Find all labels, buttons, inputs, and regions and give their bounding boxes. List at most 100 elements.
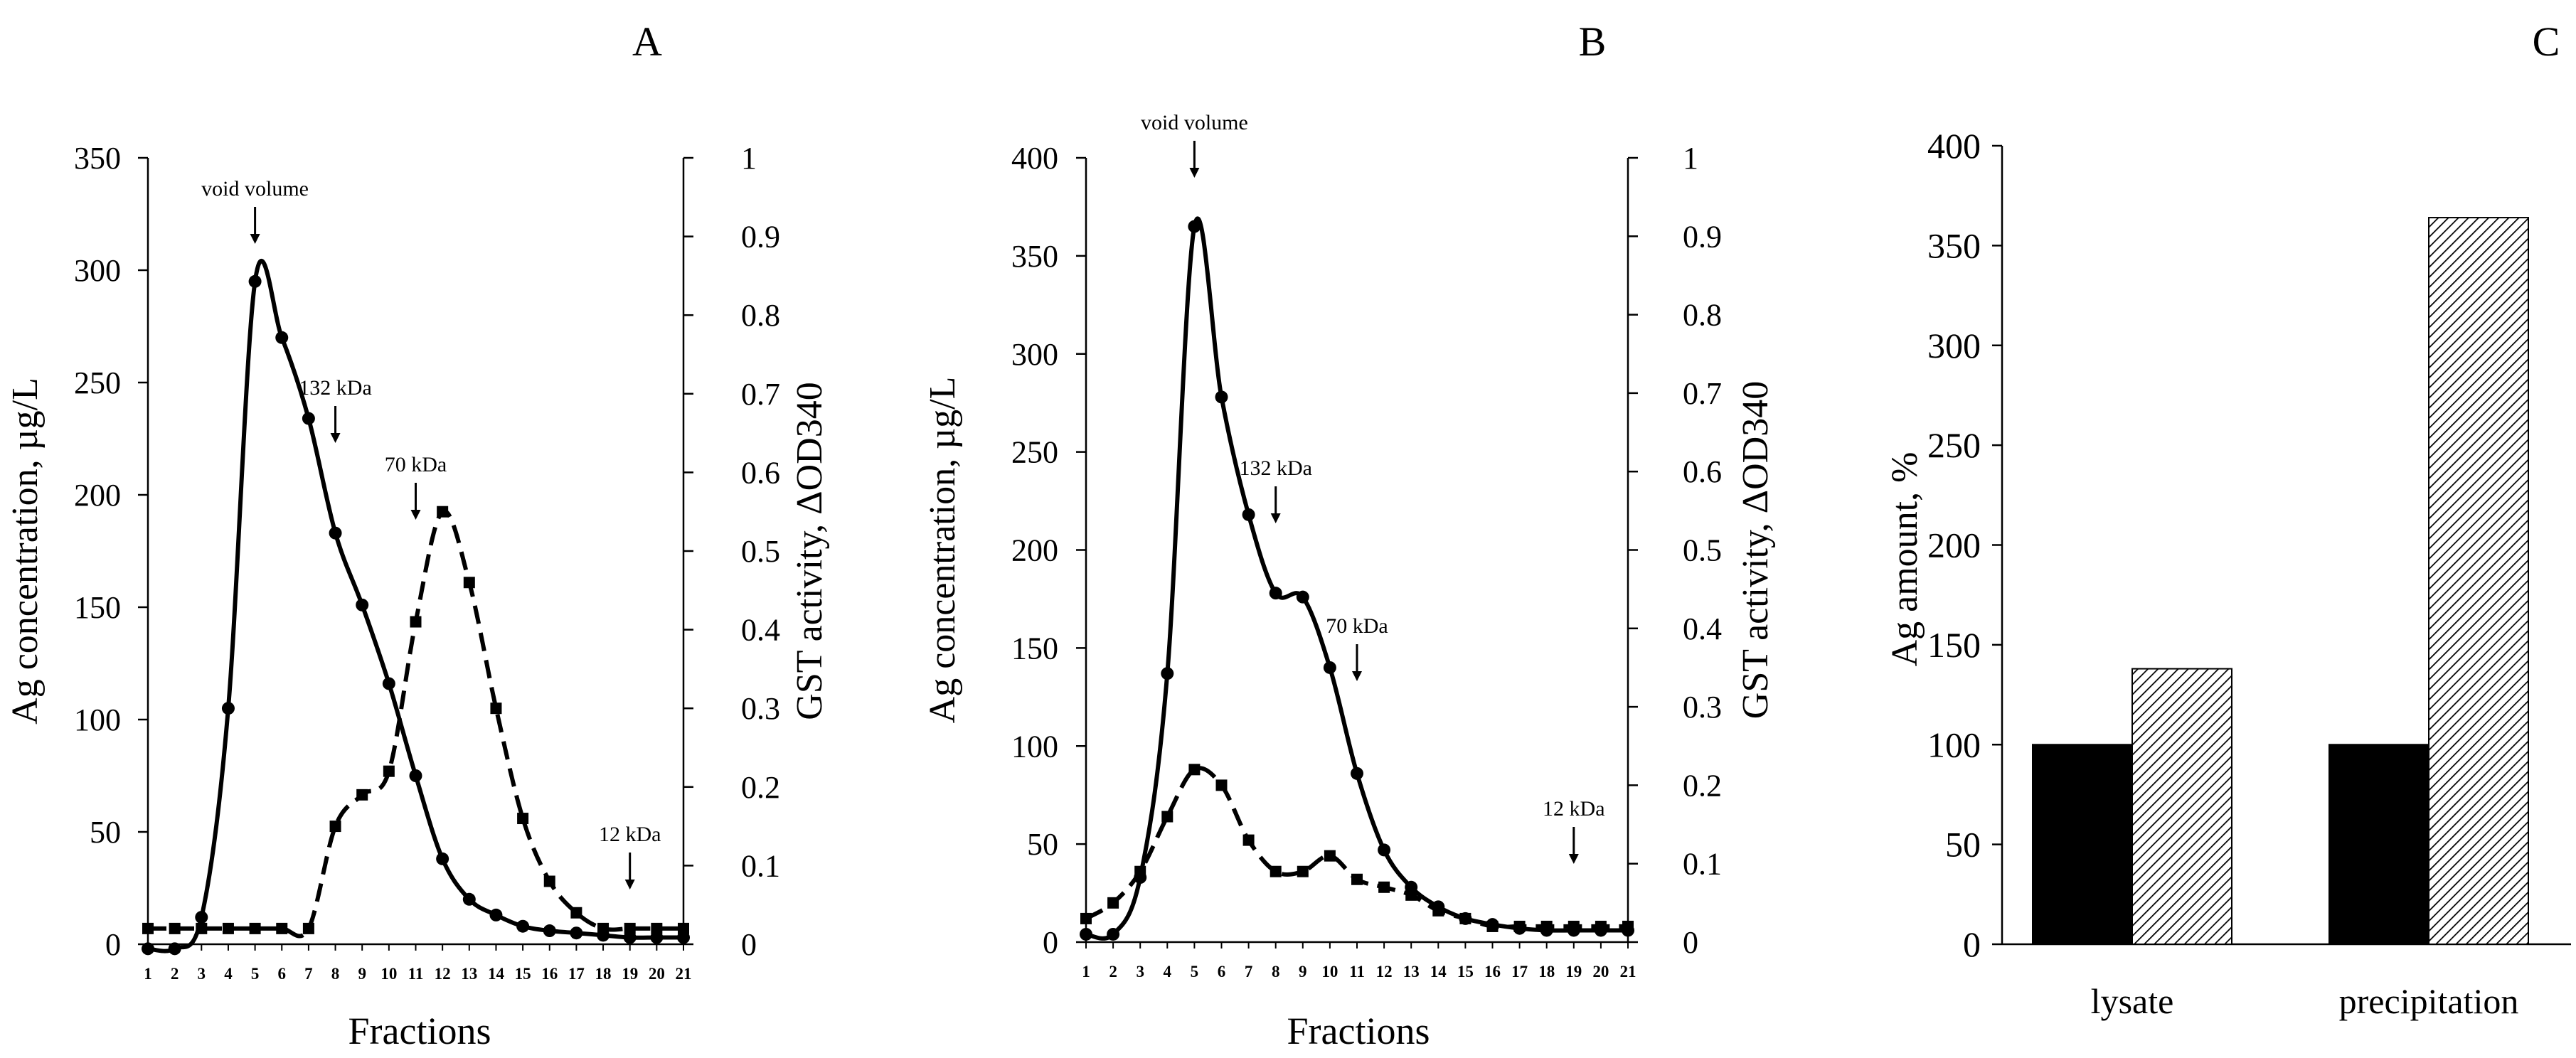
- x-tick-label: 3: [1136, 963, 1144, 980]
- x-axis-label: Fractions: [1287, 1010, 1430, 1052]
- x-tick-label: 11: [1349, 963, 1365, 980]
- data-point-circle: [1323, 661, 1336, 674]
- y-tick-label-right: 1: [741, 141, 757, 176]
- data-point-square: [356, 789, 368, 801]
- bar-lysate-control: [2032, 744, 2133, 945]
- data-point-circle: [650, 931, 664, 944]
- data-point-circle: [489, 908, 503, 921]
- data-point-square: [570, 907, 582, 919]
- data-point-square: [329, 821, 341, 833]
- data-point-circle: [275, 331, 289, 344]
- data-point-circle: [1188, 220, 1201, 233]
- y-tick-label-right: 0.7: [741, 377, 780, 412]
- x-tick-label: 12: [1376, 963, 1393, 980]
- x-tick-label: 2: [1109, 963, 1117, 980]
- data-point-square: [142, 922, 154, 934]
- data-point-square: [1513, 920, 1526, 932]
- data-point-square: [543, 875, 555, 887]
- series-line-ag-concentration: [147, 258, 683, 953]
- x-tick-label: 5: [1191, 963, 1199, 980]
- data-point-square: [1297, 865, 1309, 877]
- y-tick-label-right: 1: [1683, 141, 1698, 176]
- data-point-circle: [462, 892, 476, 906]
- y-tick-label-right: 0.1: [741, 848, 780, 883]
- data-point-circle: [570, 926, 583, 940]
- x-tick-label: 19: [1565, 963, 1582, 980]
- data-point-circle: [1107, 927, 1120, 941]
- panel-b: 0 50 100 150 200 250 300 350 400 0 0.1 0.2 0.3 0.4 0.5…: [922, 18, 1776, 1052]
- data-point-circle: [356, 598, 369, 611]
- data-point-square: [1324, 850, 1336, 862]
- x-tick-label: 21: [676, 965, 692, 983]
- data-point-square: [1432, 904, 1444, 917]
- data-point-circle: [195, 911, 208, 924]
- data-point-circle: [409, 769, 422, 782]
- data-point-square: [1459, 912, 1471, 924]
- data-point-square: [1405, 889, 1417, 901]
- data-point-square: [276, 922, 288, 934]
- y-tick-label-right: 0.8: [1683, 298, 1722, 333]
- data-point-square: [1188, 764, 1201, 776]
- x-tick-label: 6: [1218, 963, 1226, 980]
- y-tick-label-left: 100: [1011, 729, 1058, 764]
- data-point-circle: [302, 412, 315, 425]
- annotation-arrow-head: [1568, 854, 1579, 864]
- annotation-arrow-head: [624, 880, 635, 889]
- x-tick-label: 14: [1430, 963, 1447, 980]
- y-tick-label-left: 200: [1011, 533, 1058, 568]
- data-point-square: [1351, 873, 1363, 885]
- data-point-circle: [1269, 587, 1282, 600]
- data-point-square: [624, 922, 636, 934]
- data-point-circle: [1296, 590, 1309, 604]
- x-tick-label: 9: [358, 965, 366, 983]
- x-tick-label: 19: [622, 965, 638, 983]
- y-tick-label: 350: [1927, 225, 1981, 265]
- data-point-square: [410, 616, 422, 628]
- data-point-square: [249, 922, 261, 934]
- data-point-square: [222, 922, 234, 934]
- data-point-circle: [1215, 390, 1228, 404]
- x-tick-label: 4: [224, 965, 233, 983]
- data-point-square: [437, 506, 449, 518]
- bar-precipitation-treated: [2428, 217, 2529, 945]
- y-tick-label-left: 150: [1011, 631, 1058, 666]
- y-tick-label-right: 0.4: [1683, 611, 1722, 646]
- x-tick-label: 12: [435, 965, 451, 983]
- y-tick-label: 50: [1945, 825, 1981, 865]
- x-tick-label: 13: [461, 965, 477, 983]
- x-tick-label: 15: [1457, 963, 1474, 980]
- y-tick-label: 100: [1927, 725, 1981, 764]
- x-tick-label: 10: [1321, 963, 1338, 980]
- x-tick-label: 13: [1403, 963, 1420, 980]
- y-tick-label-right: 0: [1683, 925, 1698, 960]
- x-category-label: precipitation: [2339, 981, 2519, 1021]
- annotation-label: 132 kDa: [1239, 456, 1311, 480]
- x-tick-label: 1: [144, 965, 152, 983]
- x-tick-label: 5: [251, 965, 260, 983]
- x-tick-label: 7: [1245, 963, 1253, 980]
- data-point-circle: [516, 919, 530, 933]
- data-point-circle: [248, 274, 262, 288]
- data-point-circle: [1080, 927, 1092, 941]
- series-line-gst-activity: [1085, 766, 1628, 929]
- y-tick-label-right: 0.2: [741, 770, 780, 805]
- y-axis-label-left: Ag concentration, µg/L: [922, 377, 963, 724]
- y-tick-label-left: 300: [74, 253, 121, 288]
- data-point-square: [383, 765, 395, 777]
- x-tick-label: 17: [568, 965, 585, 983]
- data-point-square: [1242, 834, 1255, 846]
- y-tick-label-right: 0.4: [741, 613, 780, 648]
- data-point-square: [196, 922, 208, 934]
- data-point-square: [1134, 865, 1146, 877]
- x-tick-label: 8: [1272, 963, 1280, 980]
- data-point-circle: [1378, 843, 1391, 857]
- annotation-arrow-head: [250, 234, 260, 244]
- data-point-circle: [1161, 667, 1174, 680]
- panel-letter: A: [632, 18, 662, 65]
- y-tick-label-left: 100: [74, 702, 121, 737]
- x-tick-label: 9: [1299, 963, 1307, 980]
- y-tick-label-right: 0.3: [741, 691, 780, 726]
- y-tick-label-left: 0: [105, 927, 121, 962]
- y-tick-label-right: 0.6: [741, 455, 780, 490]
- data-point-square: [1270, 865, 1282, 877]
